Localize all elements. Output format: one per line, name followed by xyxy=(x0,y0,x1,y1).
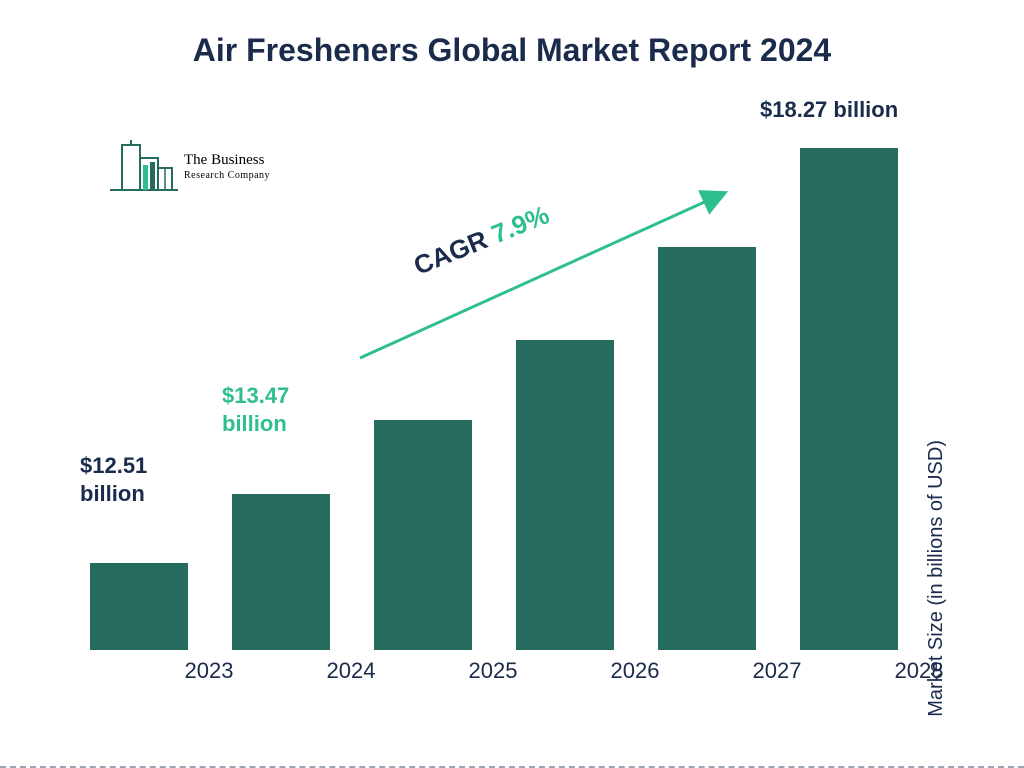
x-tick-label: 2024 xyxy=(302,658,400,684)
bars-group xyxy=(70,110,930,650)
x-tick-label: 2027 xyxy=(728,658,826,684)
bar xyxy=(800,148,898,650)
chart-title: Air Fresheners Global Market Report 2024 xyxy=(0,32,1024,69)
chart-area: Market Size (in billions of USD) 2023202… xyxy=(70,110,930,690)
bar xyxy=(516,340,614,650)
x-tick-label: 2025 xyxy=(444,658,542,684)
value-label: $18.27 billion xyxy=(760,96,898,124)
bar xyxy=(658,247,756,650)
bar xyxy=(232,494,330,650)
value-label: $12.51billion xyxy=(80,452,147,507)
bar xyxy=(90,563,188,650)
x-tick-label: 2028 xyxy=(870,658,968,684)
x-tick-label: 2026 xyxy=(586,658,684,684)
chart-container: Air Fresheners Global Market Report 2024… xyxy=(0,0,1024,768)
value-label: $13.47billion xyxy=(222,382,289,437)
bar xyxy=(374,420,472,650)
x-tick-label: 2023 xyxy=(160,658,258,684)
